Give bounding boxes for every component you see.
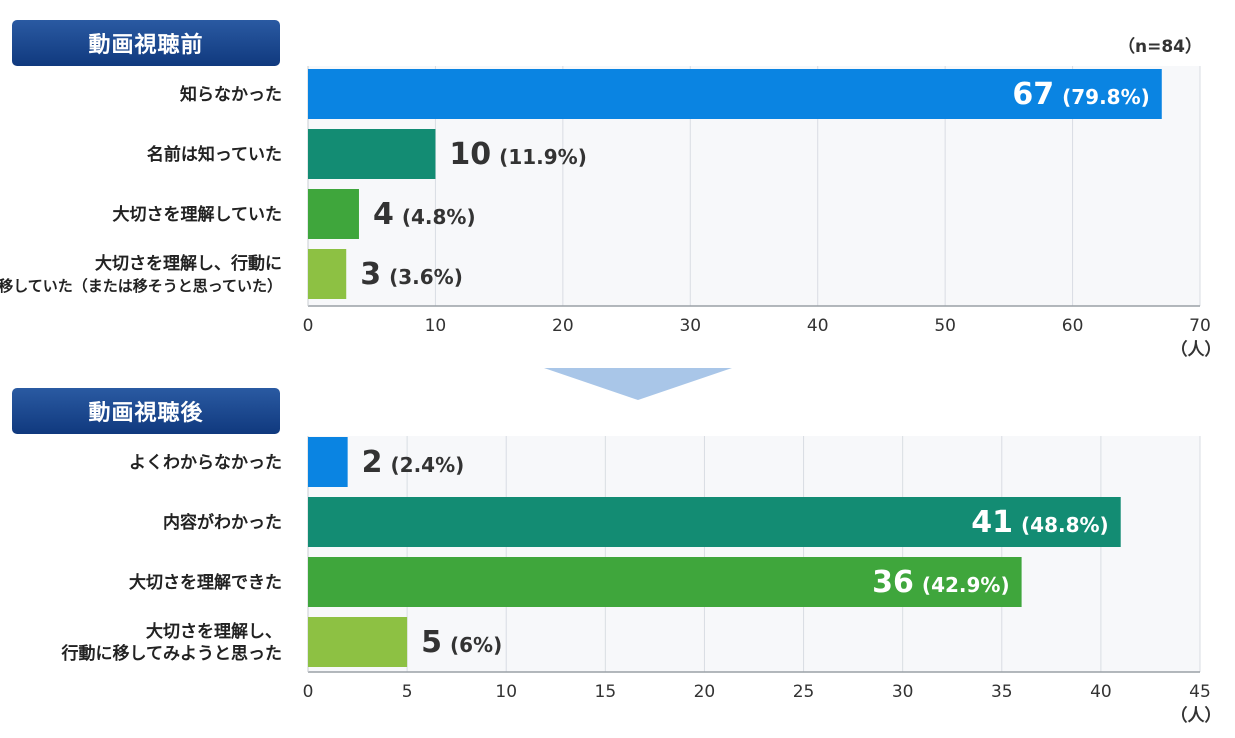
category-label: 名前は知っていた	[147, 144, 282, 165]
bar	[308, 557, 1022, 607]
category-label: 大切さを理解し、行動に	[95, 253, 282, 274]
percent-value: (42.9%)	[922, 573, 1010, 597]
sample-size-label: （n=84）	[1118, 37, 1203, 57]
x-tick-label: 50	[934, 316, 956, 336]
category-label: 知らなかった	[179, 84, 282, 105]
value-label: 4 (4.8%)	[373, 197, 476, 232]
category-label: 移していた（または移そうと思っていた）	[0, 277, 282, 295]
before-title-badge: 動画視聴前	[12, 20, 280, 66]
percent-value: (3.6%)	[389, 265, 463, 289]
value-label: 36 (42.9%)	[872, 565, 1009, 600]
bar	[308, 437, 348, 487]
x-tick-label: 20	[694, 682, 716, 702]
value-label: 10 (11.9%)	[449, 137, 586, 172]
percent-value: (2.4%)	[391, 453, 465, 477]
plot-area	[308, 436, 1200, 672]
x-tick-label: 40	[807, 316, 829, 336]
before-bar-chart: 0 10 20 30 40 50 60 70 （人） 知らなかった 67 (79.8%) 名前は知ってい…	[0, 66, 1222, 360]
x-tick-label: 25	[793, 682, 815, 702]
value-label: 67 (79.8%)	[1012, 77, 1149, 112]
bar	[308, 129, 436, 179]
x-tick-label: 45	[1189, 682, 1211, 702]
x-tick-label: 0	[303, 316, 314, 336]
count-value: 36	[872, 565, 914, 600]
category-label: 内容がわかった	[163, 512, 282, 533]
x-unit-label: （人）	[1171, 705, 1222, 726]
after-title-badge: 動画視聴後	[12, 388, 280, 434]
count-value: 10	[449, 137, 491, 172]
count-value: 41	[971, 505, 1013, 540]
count-value: 67	[1012, 77, 1054, 112]
count-value: 5	[421, 625, 442, 660]
x-tick-label: 60	[1062, 316, 1084, 336]
x-unit-label: （人）	[1171, 339, 1222, 360]
bar	[308, 69, 1162, 119]
percent-value: (4.8%)	[402, 205, 476, 229]
percent-value: (48.8%)	[1021, 513, 1109, 537]
bar	[308, 617, 408, 667]
after-bar-chart: 0 5 10 15 20 25 30 35 40 45 （人） よくわからなかった 2 (2.4%) 内容が…	[61, 436, 1222, 726]
x-tick-label: 40	[1090, 682, 1112, 702]
x-tick-label: 5	[402, 682, 413, 702]
count-value: 4	[373, 197, 394, 232]
value-label: 5 (6%)	[421, 625, 502, 660]
bar	[308, 189, 359, 239]
percent-value: (11.9%)	[499, 145, 587, 169]
bar	[308, 249, 347, 299]
x-tick-label: 20	[552, 316, 574, 336]
count-value: 2	[362, 445, 383, 480]
x-tick-label: 70	[1189, 316, 1211, 336]
value-label: 3 (3.6%)	[360, 257, 463, 292]
category-label: よくわからなかった	[129, 453, 282, 473]
value-label: 2 (2.4%)	[362, 445, 465, 480]
count-value: 3	[360, 257, 381, 292]
down-arrow-icon	[544, 368, 732, 400]
x-tick-label: 15	[595, 682, 617, 702]
x-tick-label: 10	[425, 316, 447, 336]
category-label: 大切さを理解していた	[113, 204, 283, 225]
value-label: 41 (48.8%)	[971, 505, 1108, 540]
x-tick-label: 35	[991, 682, 1013, 702]
percent-value: (79.8%)	[1062, 85, 1150, 109]
category-label: 大切さを理解し、	[146, 621, 282, 642]
bar	[308, 497, 1121, 547]
category-label: 行動に移してみようと思った	[61, 643, 283, 664]
category-label: 大切さを理解できた	[129, 572, 282, 593]
x-tick-label: 30	[892, 682, 914, 702]
x-tick-label: 10	[495, 682, 517, 702]
x-tick-label: 30	[679, 316, 701, 336]
x-tick-label: 0	[303, 682, 314, 702]
percent-value: (6%)	[450, 633, 502, 657]
